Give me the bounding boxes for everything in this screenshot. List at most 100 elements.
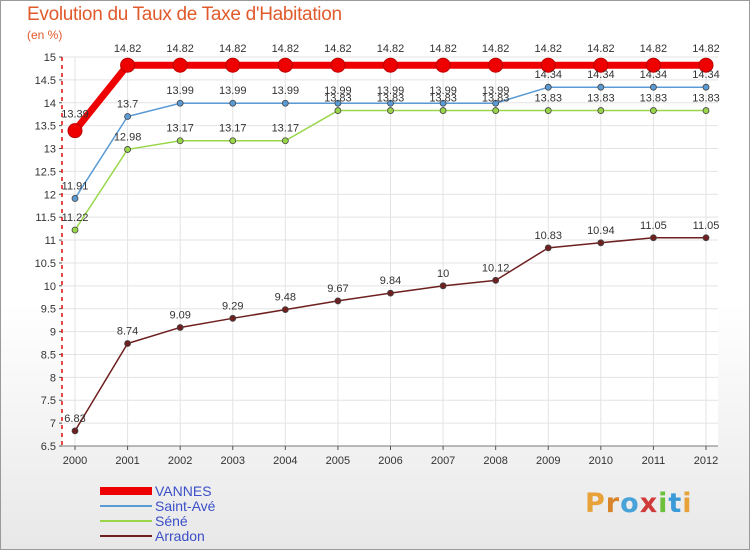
data-point (488, 57, 504, 73)
y-tick-label: 15 (44, 52, 56, 64)
y-tick-label: 9.5 (41, 304, 56, 316)
data-label: 6.83 (64, 413, 85, 425)
data-label: 14.82 (219, 43, 247, 55)
data-point (492, 276, 500, 284)
logo-letter: t (668, 488, 683, 519)
data-label: 14.82 (377, 43, 405, 55)
data-point (172, 57, 188, 73)
data-label: 13.99 (166, 85, 194, 97)
data-label: 9.48 (275, 292, 296, 304)
data-point (650, 107, 657, 114)
x-tick-label: 2004 (273, 455, 297, 467)
data-point (597, 239, 605, 247)
legend-label: Saint-Avé (155, 498, 216, 514)
x-tick-label: 2003 (221, 455, 245, 467)
data-label: 14.34 (692, 69, 720, 81)
data-point (702, 83, 710, 91)
data-point (334, 297, 342, 305)
data-label: 13.99 (272, 85, 300, 97)
data-label: 14.82 (534, 43, 562, 55)
proxiti-logo: Proxiti (585, 488, 693, 519)
y-tick-label: 13 (44, 144, 56, 156)
data-point (383, 57, 398, 73)
x-tick-label: 2007 (431, 455, 455, 467)
y-tick-label: 8.5 (41, 349, 56, 361)
y-tick-label: 7.5 (41, 395, 56, 407)
data-point (229, 137, 237, 145)
data-label: 14.34 (640, 69, 668, 81)
data-point (435, 57, 451, 73)
data-point (544, 107, 552, 114)
data-label: 9.29 (222, 300, 243, 312)
data-point (387, 289, 394, 297)
data-point (229, 314, 237, 322)
series-lines (67, 57, 714, 435)
logo-letter: i (682, 488, 693, 519)
data-label: 11.22 (62, 212, 89, 224)
data-label: 10 (437, 268, 449, 280)
data-label: 8.74 (117, 325, 138, 337)
data-label: 9.84 (380, 275, 401, 287)
y-tick-label: 14 (44, 98, 56, 110)
legend-swatch (100, 520, 152, 522)
data-label: 14.34 (534, 69, 562, 81)
data-label: 13.17 (272, 123, 300, 135)
data-point (387, 107, 394, 114)
data-point (645, 57, 661, 73)
data-point (597, 107, 605, 114)
x-tick-label: 2009 (536, 455, 560, 467)
data-label: 12.98 (114, 131, 142, 143)
data-labels: 13.39 14.82 14.82 14.82 14.82 14.82 14.82 14.82… (61, 43, 720, 425)
data-point (698, 57, 714, 73)
logo-letter: r (605, 488, 621, 519)
y-tick-label: 6.5 (41, 441, 56, 453)
data-label: 13.99 (429, 85, 457, 97)
data-point (176, 137, 184, 145)
grid (62, 56, 718, 447)
data-point (650, 83, 657, 91)
legend-swatch (100, 487, 152, 495)
x-tick-label: 2005 (326, 455, 350, 467)
legend-swatch (100, 535, 152, 537)
data-label: 13.83 (587, 93, 615, 105)
data-label: 14.82 (482, 43, 510, 55)
logo-letter: x (639, 488, 659, 519)
data-point (334, 99, 342, 107)
legend-item: VANNES (100, 483, 280, 499)
data-point (67, 123, 83, 139)
data-label: 13.83 (429, 93, 457, 105)
data-label: 13.99 (324, 85, 352, 97)
y-tick-label: 12.5 (35, 166, 56, 178)
data-point (71, 226, 79, 234)
data-point (71, 195, 79, 202)
data-point (387, 99, 394, 107)
data-label: 13.83 (534, 93, 562, 105)
legend-swatch (100, 505, 152, 507)
data-label: 13.17 (219, 123, 247, 135)
y-tick-label: 11.5 (35, 212, 56, 224)
data-label: 13.39 (61, 109, 89, 121)
data-point (281, 99, 289, 107)
y-tick-label: 12 (44, 189, 56, 201)
x-tick-label: 2001 (115, 455, 139, 467)
legend-label: Arradon (155, 528, 205, 544)
data-point (124, 340, 131, 347)
logo-letter: o (620, 488, 640, 519)
data-point (225, 57, 241, 73)
data-label: 13.83 (324, 93, 352, 105)
data-label: 14.82 (692, 43, 720, 55)
x-tick-label: 2006 (378, 455, 402, 467)
data-point (71, 427, 79, 435)
data-label: 13.83 (482, 93, 510, 105)
legend-item: Arradon (100, 528, 280, 544)
data-label: 14.82 (114, 43, 142, 55)
data-label: 11.91 (62, 180, 89, 192)
x-tick-label: 2010 (589, 455, 613, 467)
data-point (702, 234, 710, 242)
logo-letter: i (658, 488, 669, 519)
data-label: 13.99 (377, 85, 405, 97)
data-label: 9.09 (169, 309, 190, 321)
data-label: 14.82 (587, 43, 615, 55)
data-label: 13.83 (640, 93, 668, 105)
y-tick-label: 8 (50, 372, 56, 384)
